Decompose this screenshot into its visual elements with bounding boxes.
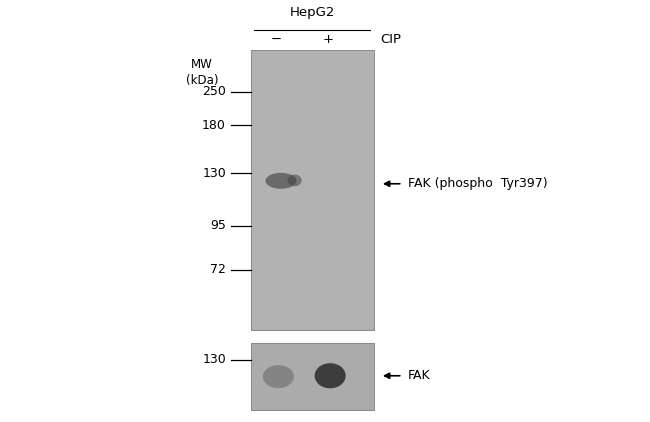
Ellipse shape [265,173,296,189]
Ellipse shape [315,363,346,388]
Ellipse shape [287,175,302,186]
Text: HepG2: HepG2 [289,6,335,19]
Text: MW
(kDa): MW (kDa) [186,58,218,87]
Bar [250,50,374,330]
Text: 72: 72 [210,263,226,276]
Text: 180: 180 [202,119,226,132]
Text: CIP: CIP [380,32,401,46]
Text: FAK: FAK [408,369,430,382]
Text: +: + [323,32,333,46]
Text: 250: 250 [202,85,226,98]
Text: FAK (phospho  Tyr397): FAK (phospho Tyr397) [408,177,547,190]
Text: 95: 95 [210,219,226,232]
Bar [250,343,374,410]
Text: 130: 130 [202,353,226,366]
Text: 130: 130 [202,167,226,180]
Ellipse shape [263,365,294,388]
Text: −: − [271,32,282,46]
